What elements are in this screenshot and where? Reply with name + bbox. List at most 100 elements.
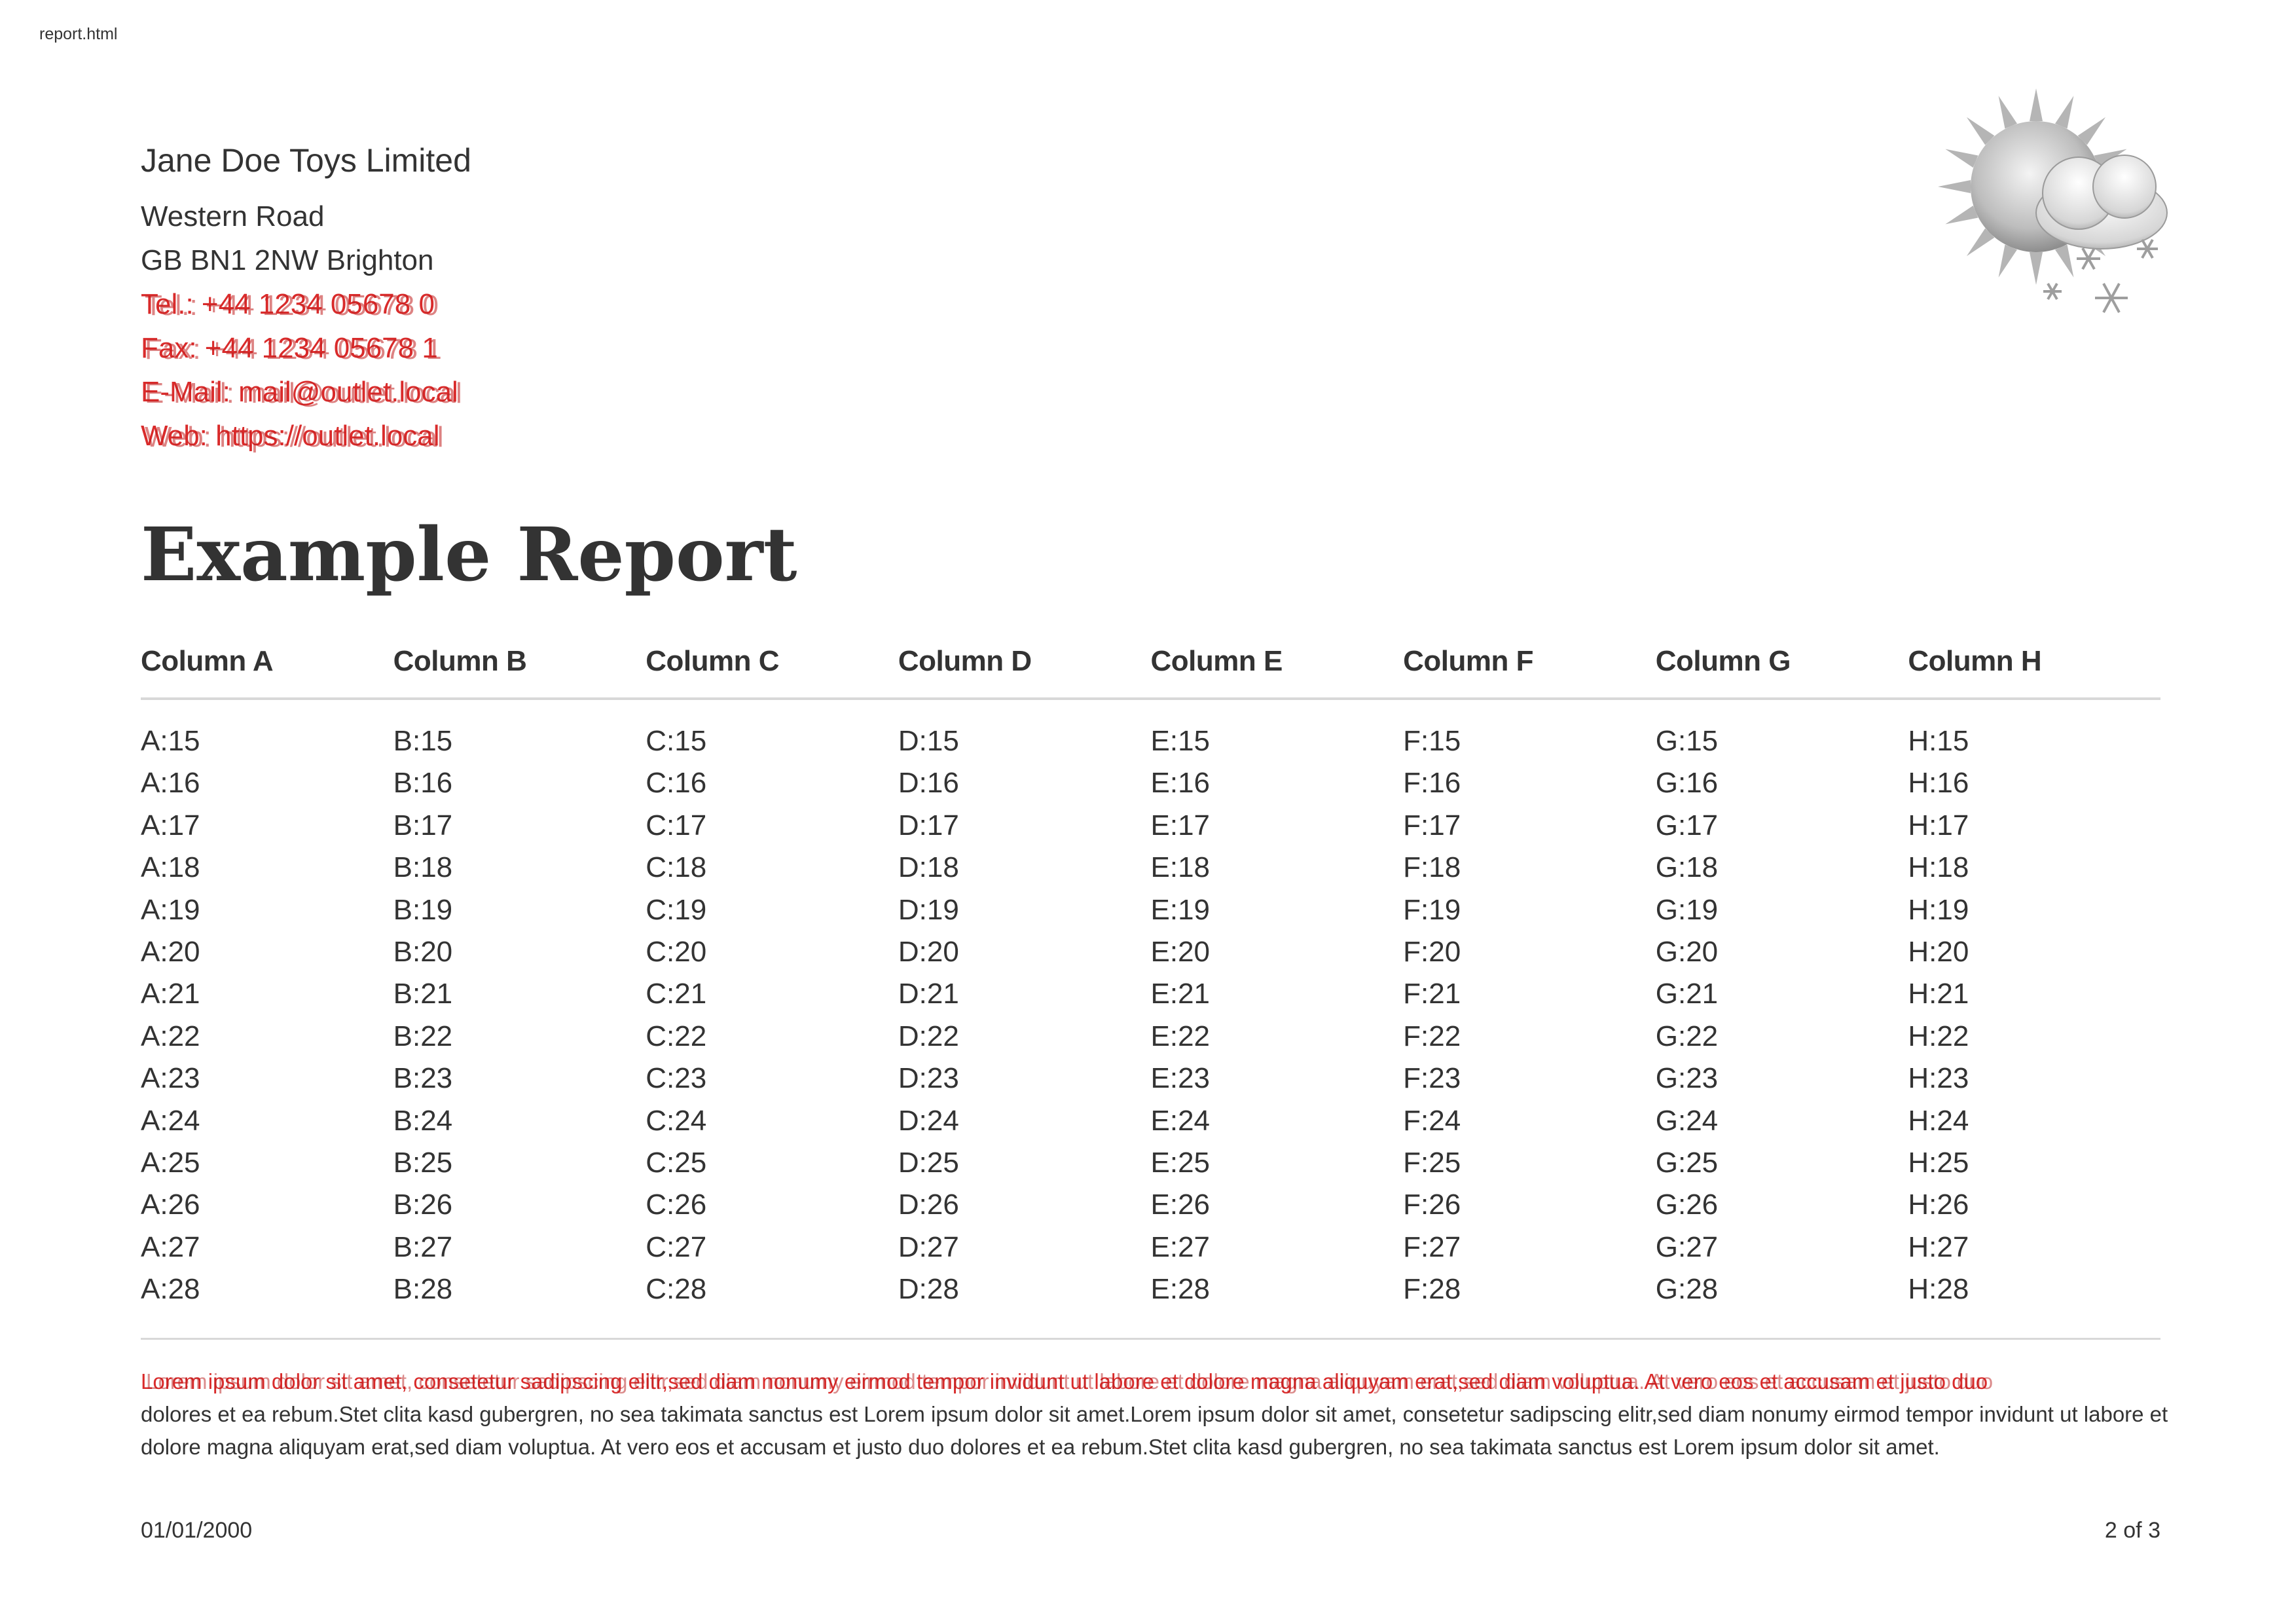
table-cell: A:18 [141,851,200,884]
table-cell: A:28 [141,1273,200,1306]
table-cell: H:20 [1908,935,1969,968]
table-cell: A:15 [141,725,200,757]
table-header-row: Column A Column B Column C Column D Colu… [141,638,2160,701]
table-cell: D:21 [898,978,959,1010]
lorem-first-line: Lorem ipsum dolor sit amet, consetetur s… [141,1369,1988,1393]
table-cell: G:17 [1655,809,1719,841]
table-cell: E:27 [1150,1230,1211,1263]
snowflakes [2043,239,2158,313]
lorem-body: dolores et ea rebum.Stet clita kasd gube… [141,1402,2168,1459]
company-fax-ghost: Fax: +44 1234 05678 1 [145,333,442,365]
table-cell: C:16 [646,767,707,800]
table-cell: F:23 [1403,1062,1461,1095]
table-row: A:24 B:24 C:24 D:24 E:24 F:24 G:24 H:24 [141,1100,2160,1142]
header-divider [141,697,2160,700]
table-cell: E:22 [1150,1020,1211,1052]
table-cell: C:20 [646,935,707,968]
report-table: Column A Column B Column C Column D Colu… [141,638,2160,1305]
table-cell: A:25 [141,1146,200,1179]
report-date: 01/01/2000 [141,1518,253,1543]
table-cell: D:19 [898,893,959,926]
table-cell: C:25 [646,1146,707,1179]
table-cell: G:15 [1655,725,1719,757]
table-cell: H:15 [1908,725,1969,757]
table-cell: G:16 [1655,767,1719,800]
table-cell: F:26 [1403,1189,1461,1221]
table-cell: B:19 [393,893,453,926]
company-web-text: Web: https://outlet.local [141,420,440,452]
table-cell: F:20 [1403,935,1461,968]
weather-sun-cloud-snow-icon [1938,88,2168,313]
table-cell: D:20 [898,935,959,968]
table-cell: D:23 [898,1062,959,1095]
table-cell: B:23 [393,1062,453,1095]
column-header: Column E [1150,645,1283,677]
table-cell: H:23 [1908,1062,1969,1095]
table-cell: E:17 [1150,809,1211,841]
column-header: Column B [393,645,527,677]
table-cell: C:17 [646,809,707,841]
column-header: Column A [141,645,274,677]
table-cell: F:18 [1403,851,1461,884]
table-cell: E:18 [1150,851,1211,884]
table-cell: H:27 [1908,1230,1969,1263]
table-cell: E:16 [1150,767,1211,800]
table-row: A:18 B:18 C:18 D:18 E:18 F:18 G:18 H:18 [141,847,2160,889]
table-cell: E:24 [1150,1104,1211,1137]
table-cell: F:25 [1403,1146,1461,1179]
table-cell: G:18 [1655,851,1719,884]
table-cell: F:16 [1403,767,1461,800]
table-cell: B:22 [393,1020,453,1052]
table-cell: G:28 [1655,1273,1719,1306]
table-cell: H:28 [1908,1273,1969,1306]
company-tel-text: Tel.: +44 1234 05678 0 [141,288,435,320]
table-cell: C:18 [646,851,707,884]
table-cell: G:21 [1655,978,1719,1010]
table-row: A:15 B:15 C:15 D:15 E:15 F:15 G:15 H:15 [141,720,2160,762]
table-cell: B:25 [393,1146,453,1179]
table-row: A:21 B:21 C:21 D:21 E:21 F:21 G:21 H:21 [141,973,2160,1015]
table-cell: H:21 [1908,978,1969,1010]
table-cell: H:17 [1908,809,1969,841]
footer-divider [141,1338,2160,1340]
table-cell: E:23 [1150,1062,1211,1095]
company-tel: Tel.: +44 1234 05678 0 Tel.: +44 1234 05… [141,282,471,326]
document-filename: report.html [39,25,118,43]
table-row: A:19 B:19 C:19 D:19 E:19 F:19 G:19 H:19 [141,889,2160,931]
company-city: GB BN1 2NW Brighton [141,244,434,276]
table-cell: A:17 [141,809,200,841]
table-cell: F:19 [1403,893,1461,926]
table-cell: C:22 [646,1020,707,1052]
table-cell: H:19 [1908,893,1969,926]
company-header: Jane Doe Toys Limited Western Road GB BN… [141,141,471,458]
table-cell: G:23 [1655,1062,1719,1095]
column-header: Column G [1655,645,1791,677]
table-cell: A:20 [141,935,200,968]
table-cell: D:16 [898,767,959,800]
table-cell: H:26 [1908,1189,1969,1221]
table-cell: B:20 [393,935,453,968]
company-email: E-Mail: mail@outlet.local E-Mail: mail@o… [141,370,471,414]
table-cell: C:23 [646,1062,707,1095]
table-cell: E:19 [1150,893,1211,926]
table-cell: C:21 [646,978,707,1010]
table-cell: F:17 [1403,809,1461,841]
table-cell: C:19 [646,893,707,926]
table-cell: C:15 [646,725,707,757]
table-cell: E:15 [1150,725,1211,757]
table-cell: F:22 [1403,1020,1461,1052]
company-name: Jane Doe Toys Limited [141,142,471,179]
table-cell: F:15 [1403,725,1461,757]
table-cell: G:26 [1655,1189,1719,1221]
table-cell: B:28 [393,1273,453,1306]
table-cell: B:18 [393,851,453,884]
table-cell: E:26 [1150,1189,1211,1221]
table-cell: D:22 [898,1020,959,1052]
table-cell: B:24 [393,1104,453,1137]
table-cell: G:24 [1655,1104,1719,1137]
table-cell: D:26 [898,1189,959,1221]
table-cell: G:20 [1655,935,1719,968]
report-title: Example Report [141,512,797,598]
table-row: A:26 B:26 C:26 D:26 E:26 F:26 G:26 H:26 [141,1184,2160,1226]
table-row: A:23 B:23 C:23 D:23 E:23 F:23 G:23 H:23 [141,1058,2160,1099]
